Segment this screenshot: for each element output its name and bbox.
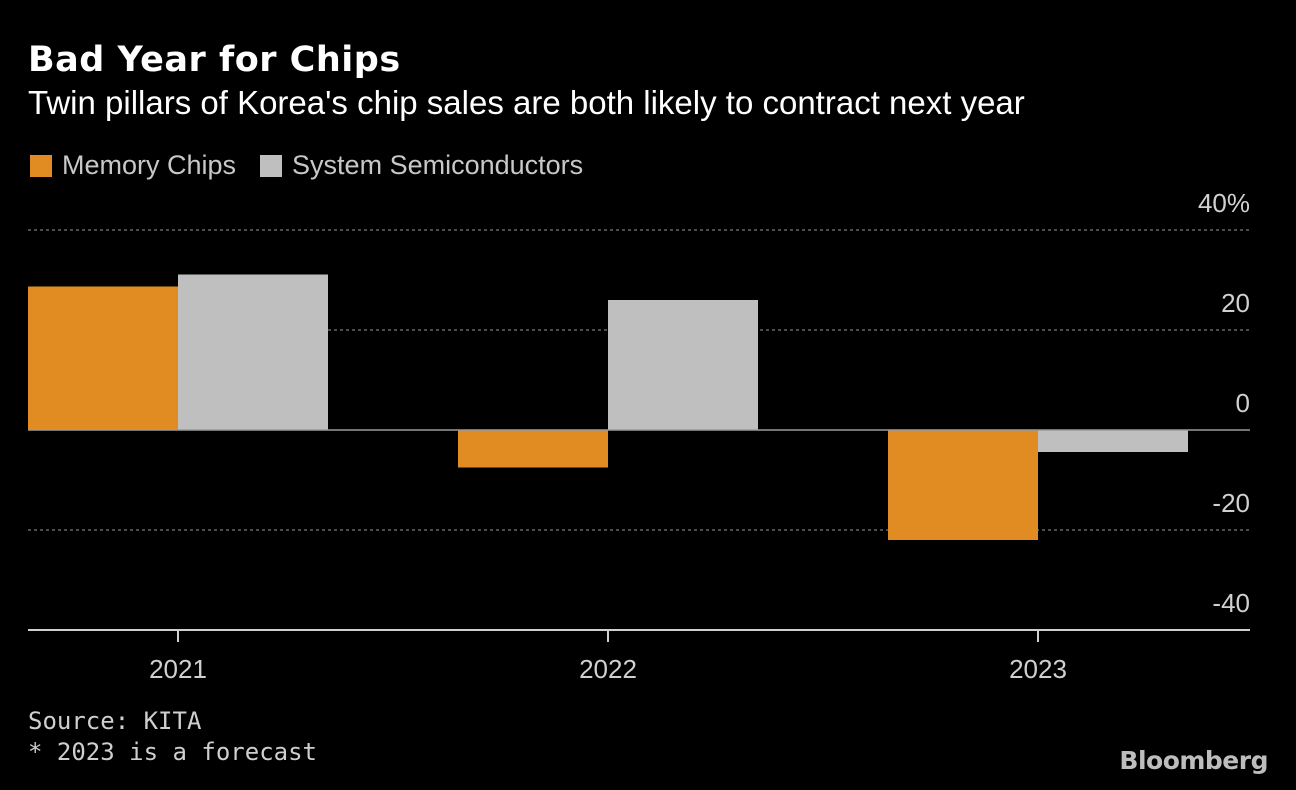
forecast-note: * 2023 is a forecast bbox=[28, 738, 317, 766]
legend-item-memory-chips: Memory Chips bbox=[30, 150, 236, 181]
bar-system-2023 bbox=[1038, 430, 1188, 452]
bar-memory-2022 bbox=[458, 430, 608, 468]
y-tick-label--20: -20 bbox=[1212, 488, 1250, 518]
source-note: Source: KITA * 2023 is a forecast bbox=[28, 706, 317, 768]
y-tick-label--40: -40 bbox=[1212, 588, 1250, 618]
y-tick-label-20: 20 bbox=[1221, 288, 1250, 318]
bar-system-2022 bbox=[608, 300, 758, 430]
legend-label-system: System Semiconductors bbox=[292, 150, 584, 180]
x-tick-label-2022: 2022 bbox=[579, 654, 637, 684]
bar-memory-2021 bbox=[28, 286, 178, 430]
chart-title: Bad Year for Chips bbox=[28, 40, 401, 80]
x-tick-label-2023: 2023 bbox=[1009, 654, 1067, 684]
x-tick-label-2021: 2021 bbox=[149, 654, 207, 684]
legend: Memory Chips System Semiconductors bbox=[30, 150, 607, 181]
legend-swatch-system bbox=[260, 154, 283, 177]
source-text: Source: KITA bbox=[28, 707, 202, 735]
legend-item-system-semiconductors: System Semiconductors bbox=[260, 150, 583, 181]
y-tick-label-40: 40% bbox=[1198, 188, 1250, 218]
y-tick-label-0: 0 bbox=[1236, 388, 1250, 418]
bar-system-2021 bbox=[178, 274, 328, 430]
bar-memory-2023 bbox=[888, 430, 1038, 540]
legend-swatch-memory bbox=[30, 154, 52, 177]
bloomberg-logo: Bloomberg bbox=[1119, 746, 1268, 775]
chart-subtitle: Twin pillars of Korea's chip sales are b… bbox=[28, 84, 1025, 121]
legend-label-memory: Memory Chips bbox=[62, 150, 237, 180]
